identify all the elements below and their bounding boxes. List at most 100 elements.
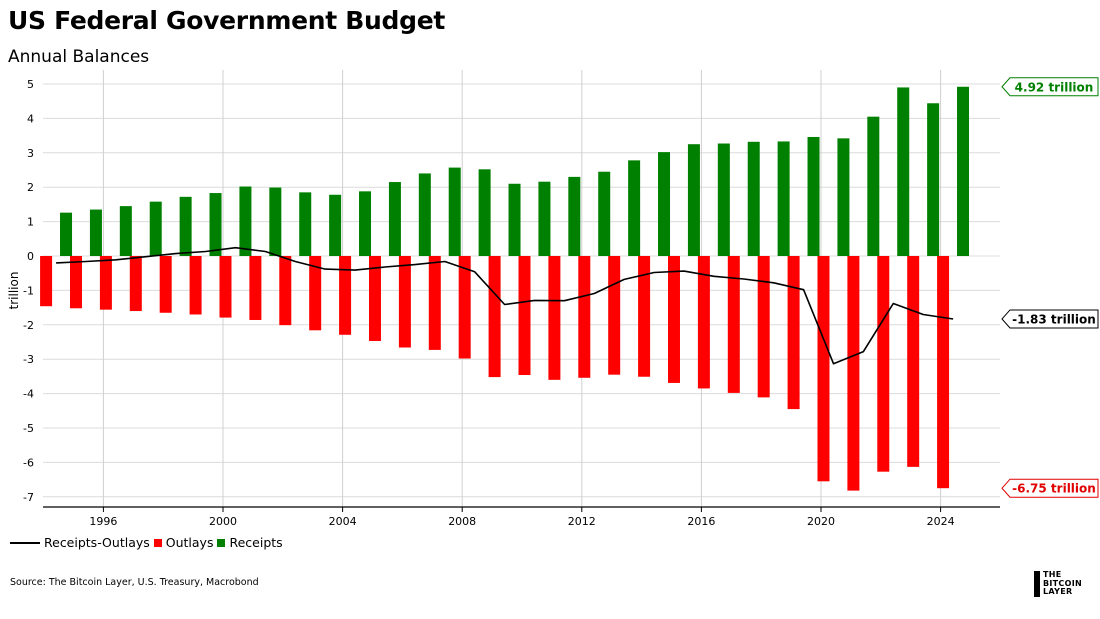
receipts-bar <box>149 201 162 256</box>
bars <box>40 86 970 491</box>
receipts-bar <box>269 187 282 256</box>
bitcoin-layer-logo: THE BITCOIN LAYER <box>1034 570 1082 597</box>
y-tick-label: 3 <box>27 147 34 160</box>
receipts-bar <box>687 144 700 256</box>
outlays-bar <box>697 256 710 389</box>
y-tick-label: -6 <box>23 456 34 469</box>
outlays-bar <box>159 256 172 313</box>
y-tick-label: -2 <box>23 319 34 332</box>
receipts-bar <box>299 192 312 256</box>
outlays-bar <box>219 256 232 318</box>
receipts-bar <box>897 87 910 256</box>
y-tick-label: 4 <box>27 112 34 125</box>
receipts-bar <box>957 86 970 256</box>
outlays-bar <box>99 256 112 310</box>
y-tick-label: 1 <box>27 216 34 229</box>
y-tick-label: 2 <box>27 181 34 194</box>
logo-line: BITCOIN <box>1043 578 1082 588</box>
y-tick-label: -7 <box>23 491 34 504</box>
receipts-bar <box>239 186 252 256</box>
callout-box-outlays <box>1001 478 1099 498</box>
outlays-bar <box>398 256 411 348</box>
source-note: Source: The Bitcoin Layer, U.S. Treasury… <box>10 577 259 588</box>
outlays-bar <box>817 256 830 482</box>
outlays-bar <box>518 256 531 376</box>
outlays-bar <box>847 256 860 491</box>
logo-text: THE BITCOIN LAYER <box>1043 570 1082 597</box>
receipts-bar <box>717 143 730 256</box>
x-tick-label: 2016 <box>687 515 715 525</box>
legend-item-receipts: Receipts <box>217 535 283 550</box>
logo-line: THE <box>1043 570 1062 579</box>
outlays-bar <box>727 256 740 393</box>
outlays-bar <box>757 256 770 398</box>
outlays-bar <box>488 256 501 378</box>
receipts-bar <box>598 171 611 256</box>
outlays-bar <box>129 256 142 312</box>
outlays-bar <box>877 256 890 472</box>
outlays-bar <box>249 256 262 320</box>
receipts-bar <box>508 183 521 256</box>
outlays-bar <box>578 256 591 378</box>
callout-label-net: -1.83 trillion <box>1012 312 1096 326</box>
x-tick-label: 2020 <box>807 515 835 525</box>
receipts-bar <box>927 103 940 256</box>
receipts-bar <box>60 212 73 256</box>
outlays-bar <box>428 256 441 350</box>
receipts-bar <box>777 141 790 256</box>
callout-box-net <box>1001 309 1099 329</box>
y-tick-label: -1 <box>23 284 34 297</box>
receipts-bar <box>658 152 671 256</box>
callout-label-receipts: 4.92 trillion <box>1015 80 1094 94</box>
x-tick-label: 2012 <box>568 515 596 525</box>
legend-item-receipts-outlays: Receipts-Outlays <box>10 535 150 550</box>
legend-swatch-box <box>217 538 226 547</box>
axes: 5 4 3 2 1 0 -1 -2 -3 -4 -5 -6 -7 1996 2000 2004 2008 2012… <box>7 78 1000 525</box>
receipts-bar <box>388 182 401 256</box>
legend-item-outlays: Outlays <box>153 535 213 550</box>
x-tick-label: 2004 <box>329 515 357 525</box>
outlays-bar <box>309 256 322 331</box>
y-tick-label: -3 <box>23 353 34 366</box>
outlays-bar <box>787 256 800 410</box>
x-tick-label: 2000 <box>209 515 237 525</box>
y-tick-label: 0 <box>27 250 34 263</box>
legend-label: Receipts-Outlays <box>44 535 150 550</box>
legend-label: Receipts <box>229 535 283 550</box>
callout-label-outlays: -6.75 trillion <box>1012 482 1096 496</box>
receipts-bar <box>418 173 431 256</box>
legend: Receipts-Outlays Outlays Receipts <box>10 535 287 550</box>
budget-chart: 5 4 3 2 1 0 -1 -2 -3 -4 -5 -6 -7 1996 2000 2004 2008 2012… <box>7 70 1099 525</box>
outlays-bar <box>339 256 352 335</box>
outlays-bar <box>458 256 471 359</box>
x-tick-label: 2008 <box>448 515 476 525</box>
receipts-bar <box>119 206 132 256</box>
outlays-bar <box>937 256 950 489</box>
receipts-bar <box>628 160 641 256</box>
outlays-bar <box>548 256 561 380</box>
receipts-bar <box>747 141 760 256</box>
net-line-layer <box>56 246 954 365</box>
receipts-bar <box>807 136 820 256</box>
receipts-bar <box>329 194 342 256</box>
receipts-bar <box>478 169 491 256</box>
outlays-bar <box>368 256 381 341</box>
outlays-bar <box>608 256 621 375</box>
chart-title: US Federal Government Budget <box>8 6 446 35</box>
outlays-bar <box>907 256 920 467</box>
outlays-bar <box>667 256 680 383</box>
logo-bar <box>1034 571 1040 597</box>
outlays-bar <box>189 256 202 315</box>
receipts-bar <box>448 167 461 256</box>
y-tick-label: -4 <box>23 388 34 401</box>
receipts-bar <box>179 196 192 256</box>
outlays-bar <box>40 256 53 307</box>
y-tick-label: -5 <box>23 422 34 435</box>
callouts: 4.92 trillion -1.83 trillion -6.75 trillio… <box>1001 77 1099 498</box>
y-axis-label: trillion <box>7 272 21 310</box>
x-tick-label: 2024 <box>927 515 955 525</box>
chart-subtitle: Annual Balances <box>8 47 150 67</box>
receipts-bar <box>538 181 551 256</box>
receipts-bar <box>359 191 372 256</box>
receipts-bar <box>837 138 850 256</box>
